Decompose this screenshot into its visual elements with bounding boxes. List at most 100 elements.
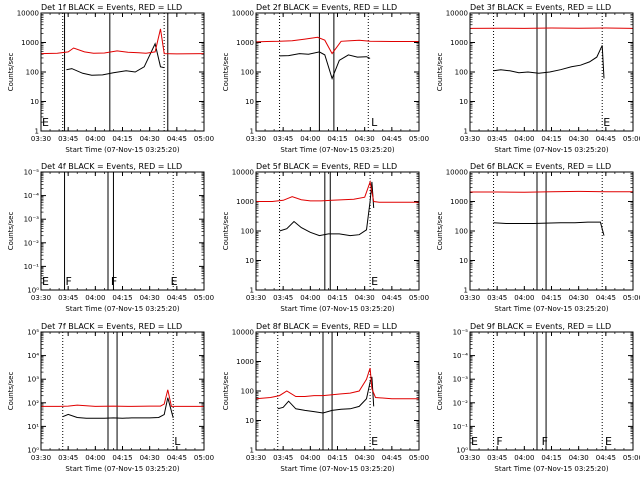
plot-frame xyxy=(255,171,420,291)
y-tick-label: 10³ xyxy=(27,376,39,384)
panel-title: Det 1f BLACK = Events, RED = LLD xyxy=(41,3,182,12)
x-tick-label: 03:45 xyxy=(487,135,507,143)
y-tick-label: 10¹ xyxy=(27,423,39,431)
x-tick-label: 04:45 xyxy=(382,294,402,302)
y-tick-label: 10⁰ xyxy=(27,287,39,295)
x-tick-label: 05:00 xyxy=(409,454,429,462)
y-tick-label: 10⁵ xyxy=(27,329,39,337)
x-axis-label: Start Time (07-Nov-15 03:25:20) xyxy=(494,465,608,473)
x-tick-label: 04:15 xyxy=(112,294,132,302)
x-tick-label: 04:00 xyxy=(300,135,320,143)
plot-frame xyxy=(469,331,634,451)
y-tick-label: 10⁻⁵ xyxy=(24,169,40,177)
x-axis-label: Start Time (07-Nov-15 03:25:20) xyxy=(280,146,394,154)
x-tick-label: 05:00 xyxy=(194,294,214,302)
y-axis-label: Counts/sec xyxy=(436,372,444,411)
y-axis-label: Counts/sec xyxy=(222,53,230,92)
detector-panel-5: Det 5f BLACK = Events, RED = LLD Counts/s… xyxy=(222,162,429,313)
x-tick-label: 05:00 xyxy=(409,294,429,302)
x-tick-label: 03:45 xyxy=(487,454,507,462)
x-tick-label: 03:30 xyxy=(246,135,266,143)
y-axis-label: Counts/sec xyxy=(436,212,444,251)
y-tick-label: 10⁻¹ xyxy=(453,423,469,431)
x-tick-label: 04:15 xyxy=(541,454,561,462)
x-tick-label: 04:45 xyxy=(382,454,402,462)
x-tick-label: 05:00 xyxy=(194,135,214,143)
flag-label: E xyxy=(603,116,610,129)
x-tick-label: 03:45 xyxy=(273,294,293,302)
y-tick-label: 1 xyxy=(464,287,468,295)
y-tick-label: 10 xyxy=(245,98,254,106)
panel-title: Det 3f BLACK = Events, RED = LLD xyxy=(470,3,611,12)
y-tick-label: 10⁻⁵ xyxy=(453,329,469,337)
x-tick-label: 04:45 xyxy=(167,294,187,302)
flag-label: E xyxy=(171,275,178,288)
flag-label: E xyxy=(42,275,49,288)
series-line-events xyxy=(493,221,605,236)
y-tick-label: 100 xyxy=(241,69,254,77)
series-line-events xyxy=(66,42,165,76)
series-line-events xyxy=(279,51,371,81)
panel-title: Det 9f BLACK = Events, RED = LLD xyxy=(470,322,611,331)
x-tick-label: 04:30 xyxy=(140,454,160,462)
y-tick-label: 100 xyxy=(241,388,254,396)
x-tick-label: 04:15 xyxy=(541,135,561,143)
x-tick-label: 04:45 xyxy=(596,454,616,462)
y-tick-label: 1000 xyxy=(236,358,254,366)
flag-label: F xyxy=(66,275,72,288)
flag-label: L xyxy=(174,435,181,448)
x-tick-label: 04:30 xyxy=(355,135,375,143)
x-tick-label: 05:00 xyxy=(623,135,640,143)
y-tick-label: 100 xyxy=(455,69,468,77)
flag-label: E xyxy=(371,275,378,288)
x-tick-label: 05:00 xyxy=(623,294,640,302)
x-tick-label: 04:45 xyxy=(167,454,187,462)
x-axis-label: Start Time (07-Nov-15 03:25:20) xyxy=(494,305,608,313)
plot-frame xyxy=(40,12,205,132)
detector-panel-2: Det 2f BLACK = Events, RED = LLD Counts/s… xyxy=(222,3,429,154)
flag-label: E xyxy=(471,435,478,448)
flag-label: L xyxy=(371,116,378,129)
series-line-events xyxy=(279,181,375,237)
y-tick-label: 10⁰ xyxy=(27,447,39,455)
y-axis-label: Counts/sec xyxy=(7,372,15,411)
detector-panel-4: Det 4f BLACK = Events, RED = LLD Counts/s… xyxy=(7,162,214,313)
y-tick-label: 10 xyxy=(245,417,254,425)
x-axis-label: Start Time (07-Nov-15 03:25:20) xyxy=(65,305,179,313)
x-tick-label: 04:00 xyxy=(300,454,320,462)
y-tick-label: 100 xyxy=(26,69,39,77)
y-tick-label: 10000 xyxy=(17,10,39,18)
y-tick-label: 10⁻³ xyxy=(24,216,40,224)
x-tick-label: 04:45 xyxy=(596,294,616,302)
x-tick-label: 04:15 xyxy=(112,454,132,462)
y-tick-label: 1 xyxy=(35,128,39,136)
x-tick-label: 03:30 xyxy=(460,135,480,143)
x-tick-label: 03:30 xyxy=(246,454,266,462)
detector-panel-3: Det 3f BLACK = Events, RED = LLD Counts/s… xyxy=(436,3,640,154)
plot-frame xyxy=(469,171,634,291)
series-line-events xyxy=(277,376,375,414)
x-axis-label: Start Time (07-Nov-15 03:25:20) xyxy=(494,146,608,154)
y-tick-label: 1000 xyxy=(236,198,254,206)
x-tick-label: 04:00 xyxy=(300,294,320,302)
series-line-lld xyxy=(256,179,419,203)
y-tick-label: 10⁻⁴ xyxy=(453,352,469,360)
y-tick-label: 10 xyxy=(459,257,468,265)
x-tick-label: 04:30 xyxy=(569,294,589,302)
series-line-lld xyxy=(470,190,633,193)
x-tick-label: 03:30 xyxy=(460,294,480,302)
y-tick-label: 10 xyxy=(459,98,468,106)
y-tick-label: 10⁻⁴ xyxy=(24,192,40,200)
x-tick-label: 03:30 xyxy=(460,454,480,462)
flag-label: F xyxy=(542,435,548,448)
x-axis-label: Start Time (07-Nov-15 03:25:20) xyxy=(280,305,394,313)
detector-panel-9: Det 9f BLACK = Events, RED = LLD Counts/s… xyxy=(436,322,640,473)
x-tick-label: 03:45 xyxy=(487,294,507,302)
y-tick-label: 10⁴ xyxy=(27,352,39,360)
flag-label: F xyxy=(111,275,117,288)
panel-title: Det 5f BLACK = Events, RED = LLD xyxy=(256,162,397,171)
x-tick-label: 03:45 xyxy=(58,294,78,302)
x-tick-label: 03:30 xyxy=(31,294,51,302)
y-axis-label: Counts/sec xyxy=(436,53,444,92)
y-tick-label: 1 xyxy=(464,128,468,136)
